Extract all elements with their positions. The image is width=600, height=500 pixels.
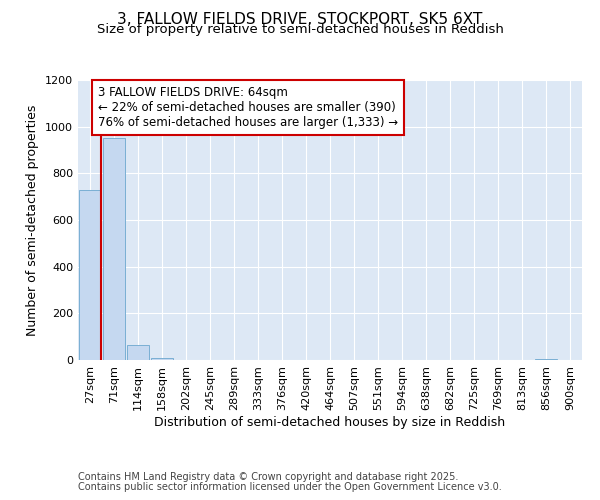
Bar <box>535 359 557 360</box>
Text: Size of property relative to semi-detached houses in Reddish: Size of property relative to semi-detach… <box>97 24 503 36</box>
Text: 3 FALLOW FIELDS DRIVE: 64sqm
← 22% of semi-detached houses are smaller (390)
76%: 3 FALLOW FIELDS DRIVE: 64sqm ← 22% of se… <box>98 86 398 128</box>
Bar <box>127 345 149 360</box>
X-axis label: Distribution of semi-detached houses by size in Reddish: Distribution of semi-detached houses by … <box>154 416 506 428</box>
Y-axis label: Number of semi-detached properties: Number of semi-detached properties <box>26 104 40 336</box>
Bar <box>151 358 173 360</box>
Bar <box>103 138 125 360</box>
Text: 3, FALLOW FIELDS DRIVE, STOCKPORT, SK5 6XT: 3, FALLOW FIELDS DRIVE, STOCKPORT, SK5 6… <box>118 12 482 28</box>
Bar <box>79 190 101 360</box>
Text: Contains HM Land Registry data © Crown copyright and database right 2025.: Contains HM Land Registry data © Crown c… <box>78 472 458 482</box>
Text: Contains public sector information licensed under the Open Government Licence v3: Contains public sector information licen… <box>78 482 502 492</box>
